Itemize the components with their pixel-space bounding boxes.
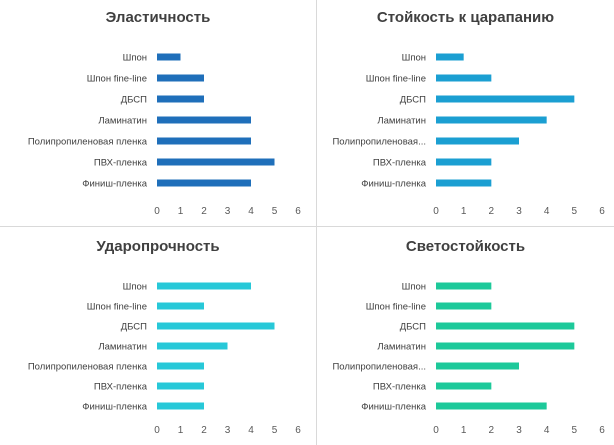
bar — [436, 362, 519, 370]
bar — [157, 342, 228, 350]
chart-svg: Шпон Шпон fine-line ДБСП Ламинатин Полипропи… — [332, 53, 605, 218]
bar — [436, 116, 547, 124]
horizontal-divider — [0, 226, 614, 227]
bar — [157, 302, 204, 310]
bar — [157, 282, 251, 290]
x-tick-label: 1 — [461, 206, 467, 217]
bar — [157, 137, 251, 145]
bar — [157, 74, 204, 82]
bar — [436, 158, 492, 166]
bar — [436, 179, 492, 187]
bar — [436, 74, 492, 82]
category-label: ДБСП — [121, 95, 147, 106]
category-label: Полипропиленовая... — [332, 137, 426, 148]
category-label: ДБСП — [400, 322, 426, 333]
x-tick-label: 3 — [225, 206, 231, 217]
chart-title: Эластичность — [105, 9, 211, 26]
bar — [157, 158, 275, 166]
category-label: Ламинатин — [377, 342, 426, 353]
category-label: ПВХ-пленка — [94, 382, 148, 393]
x-tick-label: 5 — [572, 206, 578, 217]
bar — [157, 179, 251, 187]
category-label: Финиш-пленка — [361, 402, 426, 413]
category-label: Шпон fine-line — [87, 74, 147, 85]
category-label: ДБСП — [121, 322, 147, 333]
bar — [436, 322, 575, 330]
category-label: Шпон fine-line — [366, 302, 426, 313]
category-label: Ламинатин — [98, 342, 147, 353]
chart-svg: Шпон Шпон fine-line ДБСП Ламинатин Полипропи… — [28, 53, 301, 218]
chart-svg: Шпон Шпон fine-line ДБСП Ламинатин Полипропи… — [332, 282, 605, 437]
x-tick-label: 3 — [516, 425, 522, 436]
category-label: ПВХ-пленка — [94, 158, 148, 169]
bar — [436, 282, 492, 290]
category-label: Финиш-пленка — [82, 179, 147, 190]
category-label: Финиш-пленка — [82, 402, 147, 413]
x-tick-label: 5 — [272, 425, 278, 436]
bar — [157, 116, 251, 124]
category-label: Полипропиленовая пленка — [28, 137, 148, 148]
category-label: Шпон — [402, 282, 426, 293]
x-tick-label: 0 — [154, 206, 160, 217]
x-tick-label: 2 — [201, 425, 207, 436]
category-label: Шпон — [123, 282, 147, 293]
x-tick-label: 2 — [489, 206, 495, 217]
bar — [436, 342, 575, 350]
bar — [436, 137, 519, 145]
chart-svg: Шпон Шпон fine-line ДБСП Ламинатин Полипропи… — [28, 282, 301, 437]
x-tick-label: 0 — [433, 425, 439, 436]
chart-panel-scratch-resistance: Стойкость к царапанию Шпон Шпон fine-line… — [317, 0, 614, 226]
bar — [436, 402, 547, 410]
x-tick-label: 6 — [295, 425, 301, 436]
x-tick-label: 6 — [295, 206, 301, 217]
chart-title: Ударопрочность — [96, 238, 220, 255]
chart-panel-elasticity: Эластичность Шпон Шпон fine-line ДБСП Ламин… — [0, 0, 316, 226]
bar — [436, 53, 464, 61]
category-label: Финиш-пленка — [361, 179, 426, 190]
bar — [157, 362, 204, 370]
x-tick-label: 2 — [201, 206, 207, 217]
x-tick-label: 4 — [248, 425, 254, 436]
category-label: ПВХ-пленка — [373, 382, 427, 393]
bar — [436, 95, 575, 103]
x-tick-label: 5 — [272, 206, 278, 217]
x-tick-label: 6 — [599, 425, 605, 436]
x-tick-label: 4 — [544, 425, 550, 436]
category-label: Шпон — [402, 53, 426, 64]
category-label: Полипропиленовая пленка — [28, 362, 148, 373]
category-label: Шпон fine-line — [87, 302, 147, 313]
bar — [157, 382, 204, 390]
chart-title: Светостойкость — [405, 238, 526, 255]
bar — [436, 302, 492, 310]
x-tick-label: 1 — [461, 425, 467, 436]
vertical-divider — [316, 0, 317, 445]
bar — [157, 53, 181, 61]
bar — [157, 402, 204, 410]
bar — [157, 322, 275, 330]
x-tick-label: 6 — [599, 206, 605, 217]
chart-panel-light-fastness: Светостойкость Шпон Шпон fine-line ДБСП Лам… — [317, 227, 614, 445]
x-tick-label: 2 — [489, 425, 495, 436]
x-tick-label: 4 — [248, 206, 254, 217]
chart-title: Стойкость к царапанию — [376, 9, 555, 26]
category-label: Полипропиленовая... — [332, 362, 426, 373]
category-label: Шпон fine-line — [366, 74, 426, 85]
x-tick-label: 1 — [178, 206, 184, 217]
category-label: Ламинатин — [98, 116, 147, 127]
category-label: ДБСП — [400, 95, 426, 106]
category-label: Ламинатин — [377, 116, 426, 127]
x-tick-label: 4 — [544, 206, 550, 217]
x-tick-label: 0 — [154, 425, 160, 436]
x-tick-label: 3 — [225, 425, 231, 436]
category-label: ПВХ-пленка — [373, 158, 427, 169]
category-label: Шпон — [123, 53, 147, 64]
chart-panel-impact-resistance: Ударопрочность Шпон Шпон fine-line ДБСП Лам… — [0, 227, 316, 445]
x-tick-label: 0 — [433, 206, 439, 217]
bar — [157, 95, 204, 103]
x-tick-label: 1 — [178, 425, 184, 436]
x-tick-label: 3 — [516, 206, 522, 217]
bar — [436, 382, 492, 390]
x-tick-label: 5 — [572, 425, 578, 436]
